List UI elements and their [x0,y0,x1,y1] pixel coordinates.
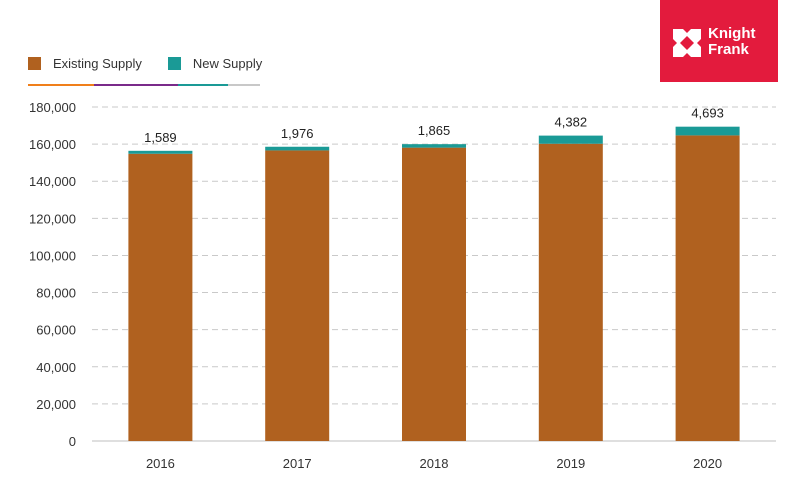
x-tick-label: 2019 [556,456,585,471]
logo-line-2: Frank [708,41,749,58]
bar-existing-supply [538,143,603,442]
legend-label-new-supply: New Supply [192,56,263,71]
bar-existing-supply [675,135,740,441]
y-tick-label: 120,000 [29,211,76,226]
bar-new-supply [538,135,603,144]
bar-existing-supply [128,153,193,441]
bar-existing-supply [402,147,466,442]
bar-new-supply [402,144,466,148]
legend-swatch-new-supply [167,57,181,70]
legend-underline-segment [28,84,94,86]
x-tick-label: 2020 [693,456,722,471]
legend-label-existing-supply: Existing Supply [53,56,142,71]
y-tick-label: 40,000 [36,360,76,375]
knight-frank-logo: Knight Frank [660,0,778,82]
bar-existing-supply [265,150,330,442]
x-tick-label: 2018 [420,456,449,471]
y-tick-label: 80,000 [36,286,76,301]
bar-new-supply [675,126,740,136]
legend-swatch-existing-supply [28,57,41,70]
data-label: 4,693 [691,106,724,121]
data-label: 1,589 [144,130,177,145]
legend: Existing Supply New Supply [28,56,288,71]
y-tick-label: 100,000 [29,248,76,263]
logo-line-1: Knight [708,25,756,42]
x-tick-label: 2017 [283,456,312,471]
legend-underline [28,84,260,86]
x-tick-label: 2016 [146,456,175,471]
bar-new-supply [265,146,330,151]
legend-underline-segment [178,84,228,86]
data-label: 1,865 [418,123,451,138]
legend-item-existing-supply: Existing Supply [28,56,142,71]
data-label: 1,976 [281,126,314,141]
legend-underline-segment [228,84,260,86]
legend-item-new-supply: New Supply [167,56,263,71]
y-tick-label: 160,000 [29,137,76,152]
y-tick-label: 140,000 [29,174,76,189]
y-tick-label: 60,000 [36,323,76,338]
data-label: 4,382 [555,115,588,130]
legend-underline-segment [94,84,178,86]
bar-new-supply [128,150,193,154]
y-tick-label: 180,000 [29,100,76,115]
knight-frank-logo-text: Knight Frank [708,26,755,58]
knight-frank-logo-mark-icon [673,29,701,57]
y-tick-label: 0 [69,434,76,449]
y-tick-label: 20,000 [36,397,76,412]
